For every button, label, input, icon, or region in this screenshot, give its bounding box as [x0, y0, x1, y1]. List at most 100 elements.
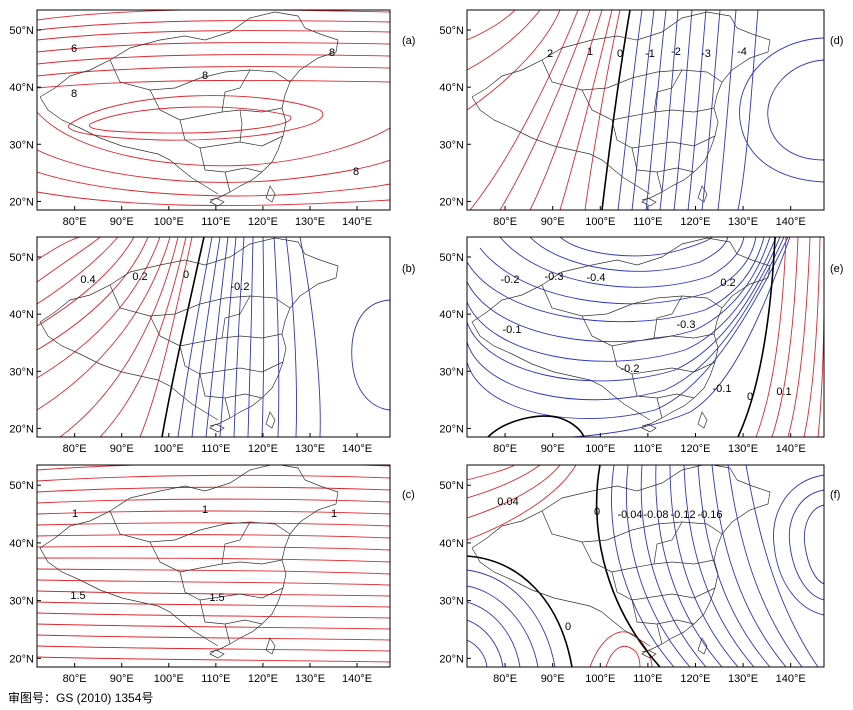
panel-d-frame	[466, 9, 825, 211]
panel-a-lat-tick-label: 50°N	[9, 25, 34, 37]
panel-a-lat-tick-label: 40°N	[9, 82, 34, 94]
panel-f-contour-label: -0.12	[670, 509, 695, 521]
panel-f-contour-label: -0.04	[617, 509, 642, 521]
panel-b-borders	[39, 237, 339, 433]
panel-e-contour-label: 0.1	[776, 386, 791, 398]
map-approval-number: 审图号：GS (2010) 1354号	[8, 691, 154, 705]
panel-a-contours	[37, 10, 390, 207]
panel-f-lat-tick-label: 20°N	[439, 653, 464, 665]
panel-c-label: (c)	[402, 489, 415, 501]
panel-d-lon-tick-label: 100°E	[585, 216, 615, 228]
panel-c-lon-tick-label: 100°E	[154, 673, 184, 685]
panel-f-contour-label: 0.04	[497, 496, 518, 508]
panel-d-lat-tick-label: 50°N	[439, 25, 464, 37]
panel-b-frame	[36, 236, 391, 438]
panel-a-lon-tick-label: 140°E	[342, 216, 372, 228]
panel-d-zero-contour	[601, 10, 631, 210]
panel-a-lon-tick-label: 80°E	[63, 216, 87, 228]
panel-f-lon-tick-label: 120°E	[680, 673, 710, 685]
panel-e-contour-label: -0.2	[501, 274, 520, 286]
panel-b-lon-tick-label: 80°E	[63, 443, 87, 455]
panel-a-lon-tick-label: 100°E	[154, 216, 184, 228]
panel-e-contour-label: 0	[747, 391, 753, 403]
panel-e-frame	[466, 236, 825, 438]
panel-d-lon-tick-label: 110°E	[633, 216, 662, 228]
panel-e-lon-tick-label: 110°E	[633, 443, 662, 455]
panel-f-frame	[466, 464, 825, 668]
panel-e-label: (e)	[830, 263, 843, 275]
panel-b-contour-label: -0.2	[231, 281, 250, 293]
panel-d-lat-tick-label: 30°N	[439, 139, 464, 151]
panel-f-lon-tick-label: 110°E	[633, 673, 662, 685]
panel-d-lat-tick-label: 20°N	[439, 196, 464, 208]
panel-f: (f) 0.04 0 -0.04 -0.08 -0.12 -0.16 0 80°…	[439, 464, 840, 685]
panel-e-positive-contours	[755, 237, 824, 437]
panel-e-contour-label: -0.4	[587, 272, 606, 284]
panel-b-zero-contour	[161, 237, 205, 437]
panel-f-lon-tick-label: 130°E	[728, 673, 758, 685]
panel-a-axis-ticks: 80°E 90°E 100°E 110°E 120°E 130°E 140°E 20°N 30°…	[9, 25, 372, 228]
panel-c-lon-tick-label: 120°E	[248, 673, 278, 685]
panel-f-borders	[471, 465, 771, 659]
panel-c: (c) 1 1 1 1.5 1.5 80°E 90°E 100°E 110°E 120°…	[9, 464, 415, 685]
panel-e-negative-contours	[467, 237, 791, 437]
panel-b-contour-label: 0.2	[132, 271, 147, 283]
panel-a-label: (a)	[402, 35, 415, 47]
panel-b-negative-contours	[177, 237, 390, 437]
panel-d-axis-ticks: 80°E 90°E 100°E 110°E 120°E 130°E 140°E 20°N 30°…	[439, 25, 805, 228]
panel-d-contour-label: 0	[617, 48, 623, 60]
panel-a-contour-label: 8	[71, 88, 77, 100]
panel-d: (d) 2 1 0 -1 -2 -3 -4 80°E 90°E 100°E 110°E…	[439, 9, 843, 228]
panel-e-lon-tick-label: 80°E	[493, 443, 517, 455]
panel-f-negative-contours	[467, 465, 824, 667]
panel-b: (b) 0.4 0.2 0 -0.2 80°E 90°E 100°E 110°E 120…	[9, 236, 415, 455]
panel-f-lon-tick-label: 80°E	[493, 673, 517, 685]
panel-d-contour-label: -3	[701, 48, 711, 60]
panel-e-lat-tick-label: 20°N	[439, 423, 464, 435]
panel-d-contour-label: 1	[587, 46, 593, 58]
panel-b-contour-label: 0.4	[80, 274, 95, 286]
panel-b-lon-tick-label: 110°E	[201, 443, 230, 455]
panel-a-borders	[39, 11, 339, 207]
panel-d-contour-label: -4	[737, 46, 747, 58]
panel-d-lon-tick-label: 140°E	[776, 216, 806, 228]
panel-d-borders	[471, 11, 771, 207]
panel-b-lat-tick-label: 20°N	[9, 423, 34, 435]
panel-a-contour-label: 8	[202, 70, 208, 82]
panel-f-lat-tick-label: 50°N	[439, 480, 464, 492]
panel-b-lat-tick-label: 30°N	[9, 366, 34, 378]
panel-a: (a) 6 8 8 8 8 80°E 90°E 100°E 110°E 120°E 130…	[9, 9, 415, 228]
panel-d-lon-tick-label: 90°E	[541, 216, 565, 228]
panel-e-contour-label: -0.3	[677, 319, 696, 331]
panel-c-lat-tick-label: 50°N	[9, 480, 34, 492]
panel-f-lat-tick-label: 40°N	[439, 538, 464, 550]
panel-c-lon-tick-label: 90°E	[110, 673, 134, 685]
panel-e-lon-tick-label: 140°E	[776, 443, 806, 455]
panel-c-contour-label: 1	[331, 508, 337, 520]
panel-a-lat-tick-label: 30°N	[9, 139, 34, 151]
panel-d-negative-contours	[617, 10, 824, 210]
panel-e-lat-tick-label: 30°N	[439, 366, 464, 378]
panel-e-contour-label: -0.1	[713, 383, 732, 395]
panel-c-lon-tick-label: 80°E	[63, 673, 87, 685]
panel-c-contours	[37, 465, 390, 663]
panel-e-lon-tick-label: 90°E	[541, 443, 565, 455]
panel-a-contour-label: 6	[71, 43, 77, 55]
panel-f-lon-tick-label: 90°E	[541, 673, 565, 685]
panel-d-label: (d)	[830, 35, 843, 47]
panel-e-contour-label: -0.1	[503, 324, 522, 336]
panel-b-lon-tick-label: 130°E	[295, 443, 325, 455]
panel-d-lon-tick-label: 80°E	[493, 216, 517, 228]
panel-e-lon-tick-label: 120°E	[680, 443, 710, 455]
panel-f-lon-tick-label: 140°E	[776, 673, 806, 685]
panel-e-contour-label: 0.2	[720, 277, 735, 289]
panel-c-lat-tick-label: 40°N	[9, 538, 34, 550]
panel-b-lat-tick-label: 40°N	[9, 309, 34, 321]
panel-b-positive-contours	[37, 237, 193, 437]
panel-b-lon-tick-label: 90°E	[110, 443, 134, 455]
panel-f-positive-contours	[467, 465, 653, 667]
panel-a-lon-tick-label: 110°E	[201, 216, 230, 228]
panel-b-label: (b)	[402, 263, 415, 275]
panel-c-lat-tick-label: 30°N	[9, 596, 34, 608]
